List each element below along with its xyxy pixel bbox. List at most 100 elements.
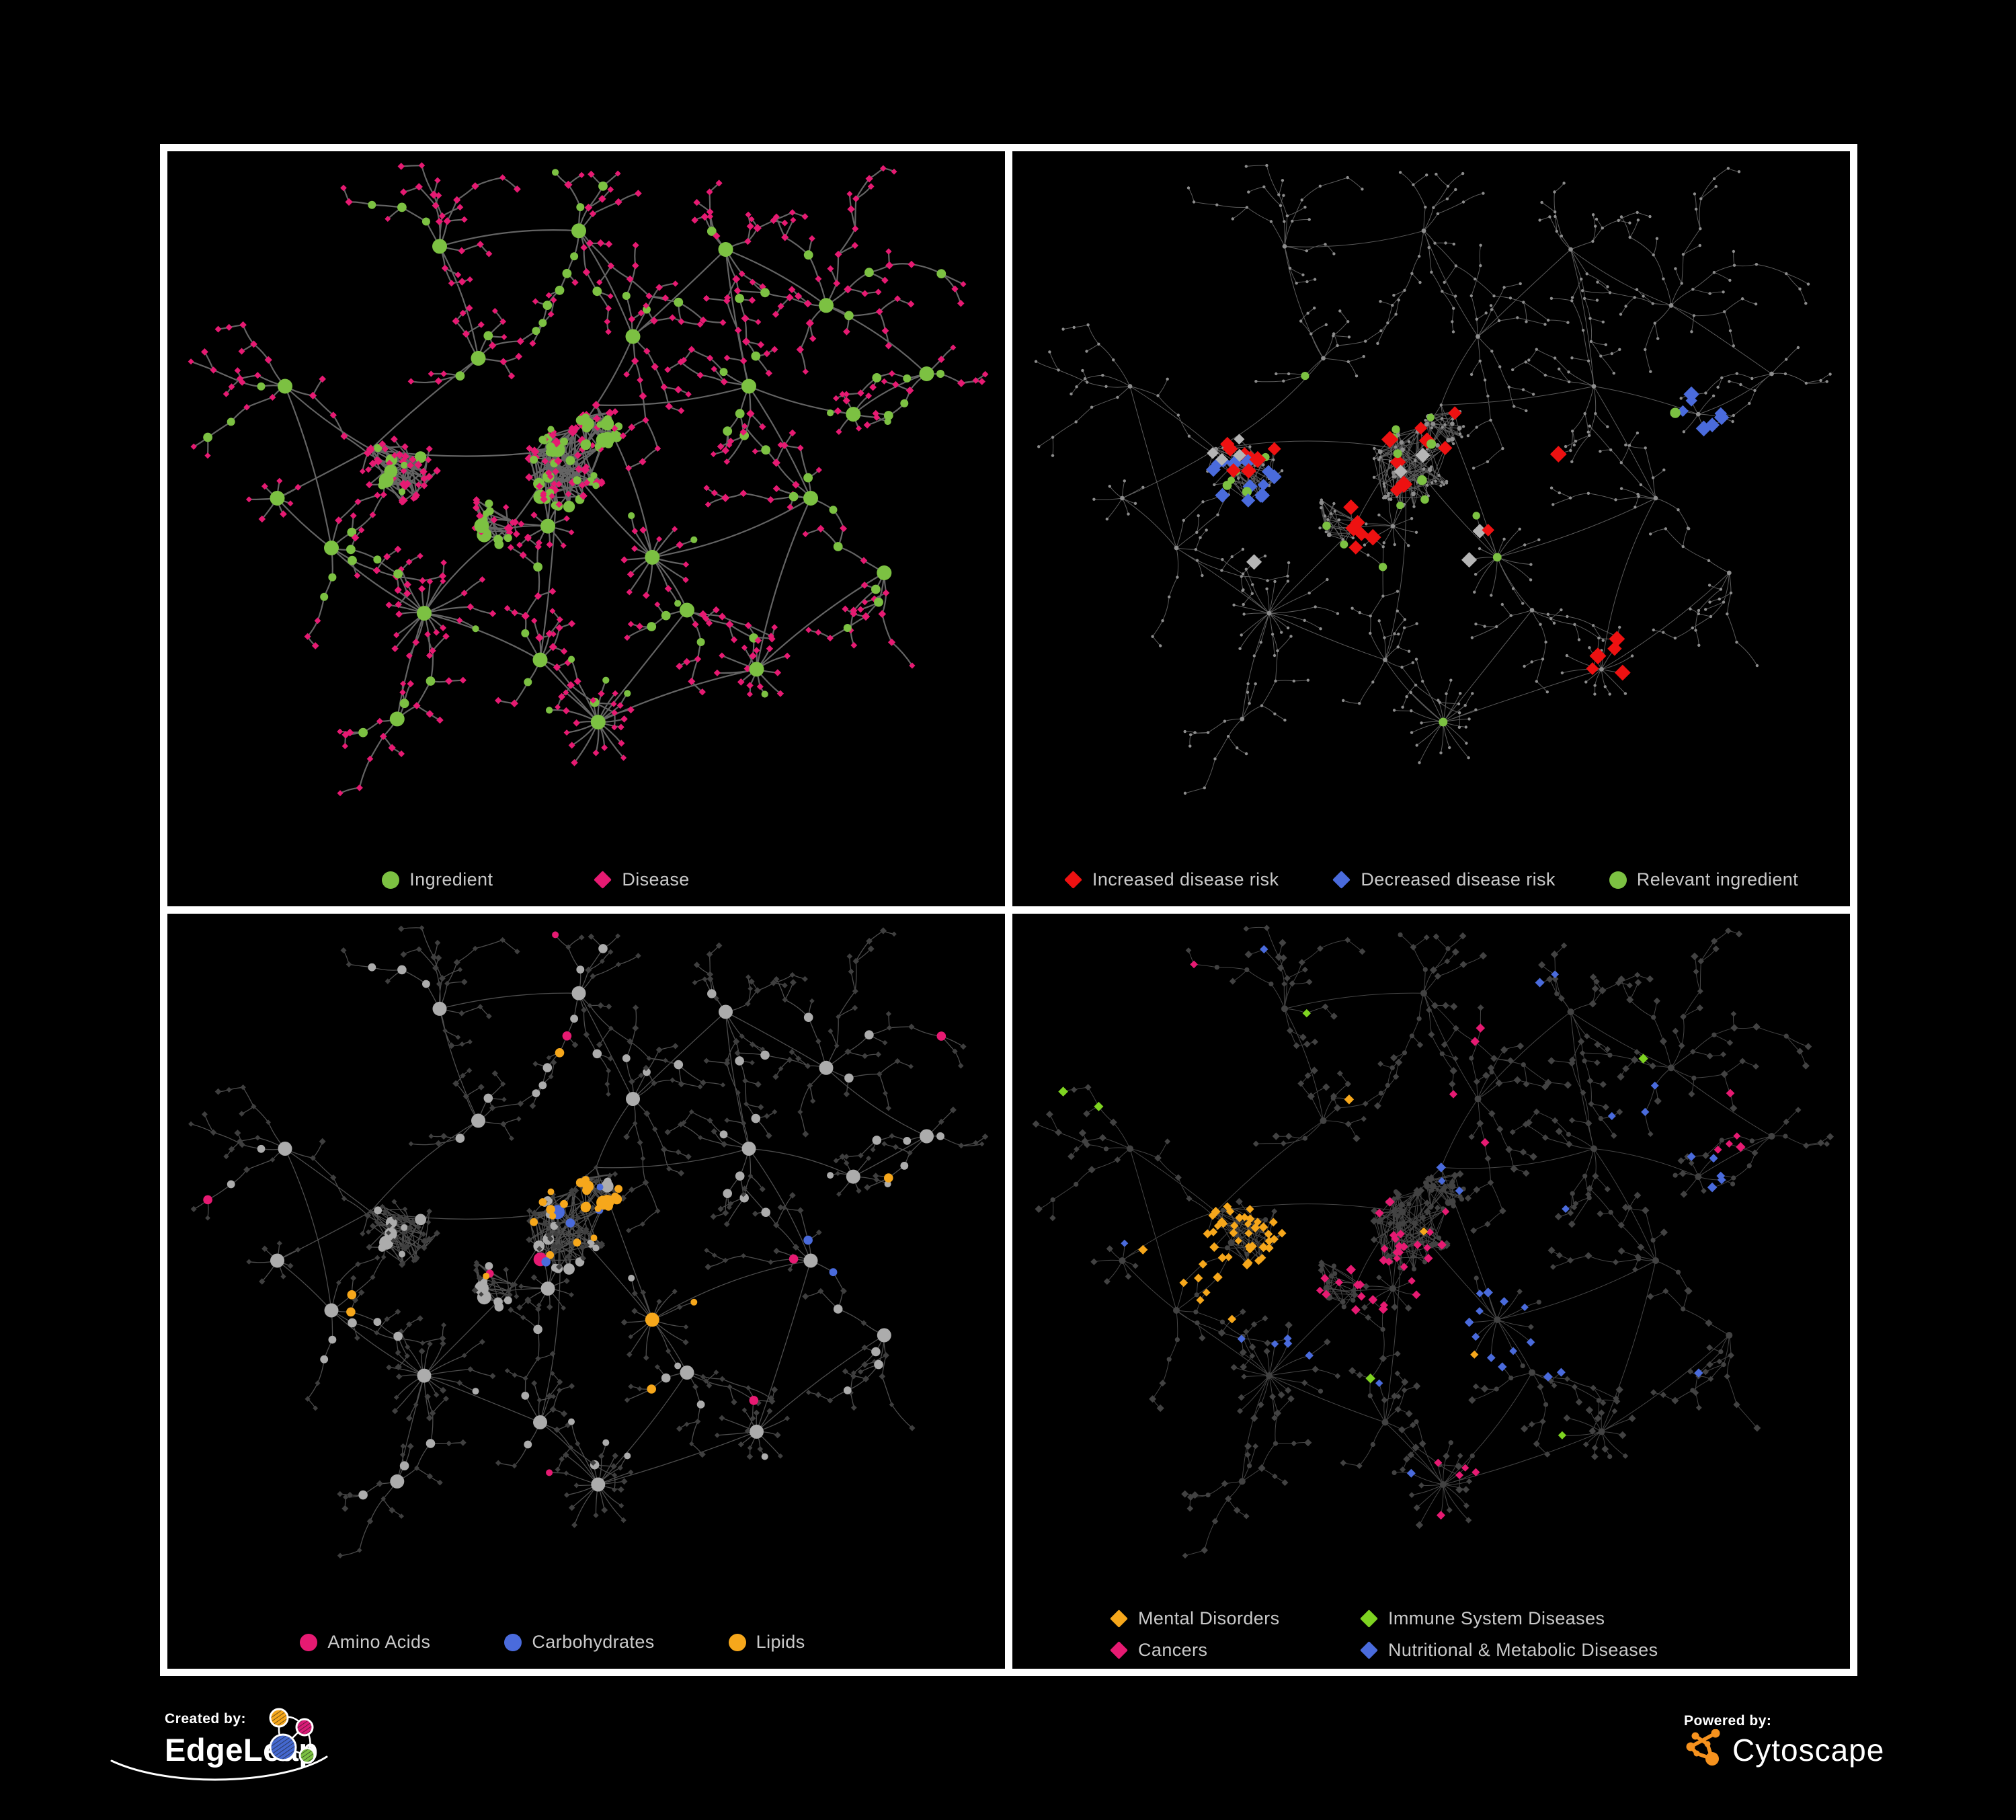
legend-item-ingredient: Ingredient — [382, 869, 493, 890]
disease-node — [852, 988, 858, 994]
ingredient-node — [1332, 252, 1336, 255]
ingredient-node — [1422, 1259, 1428, 1265]
disease-node — [1281, 981, 1287, 987]
ingredient-node — [1753, 389, 1757, 392]
disease-node — [1394, 1350, 1401, 1357]
disease-node — [1634, 1049, 1640, 1056]
disease-node — [693, 961, 700, 968]
ingredient-node — [1586, 491, 1590, 495]
disease-node — [892, 381, 899, 389]
ingredient-node — [1543, 373, 1547, 377]
disease-node — [802, 1130, 809, 1138]
disease-node — [1535, 978, 1545, 988]
disease-node — [225, 323, 233, 331]
disease-node — [555, 624, 563, 632]
disease-node — [605, 240, 613, 248]
ingredient-node — [524, 1440, 532, 1449]
disease-node — [1599, 1080, 1607, 1089]
disease-node — [745, 1385, 751, 1391]
disease-node — [341, 1195, 347, 1201]
disease-node — [631, 357, 639, 365]
disease-node — [1415, 1521, 1424, 1529]
ingredient-node — [602, 1439, 610, 1446]
disease-node — [1687, 1368, 1694, 1375]
disease-node — [405, 1415, 413, 1422]
disease-node — [472, 945, 478, 951]
disease-node — [1462, 1486, 1469, 1493]
ingredient-node — [1123, 479, 1126, 483]
ingredient-node — [1415, 744, 1418, 747]
disease-node — [834, 250, 842, 258]
disease-node — [1046, 1111, 1053, 1118]
ingredient-node — [1105, 517, 1108, 521]
disease-node — [1394, 1370, 1401, 1376]
ingredient-node — [1241, 572, 1245, 576]
disease-node — [858, 1152, 864, 1158]
disease-node — [833, 395, 840, 401]
legend-item-nutritional-metabolic-diseases: Nutritional & Metabolic Diseases — [1360, 1640, 1658, 1661]
disease-node — [871, 595, 879, 603]
disease-node — [1412, 1443, 1420, 1452]
ingredient-node — [1593, 693, 1597, 696]
ingredient-node — [374, 1206, 382, 1215]
disease-node — [1154, 1154, 1162, 1162]
disease-node — [875, 308, 883, 315]
disease-node — [1707, 1182, 1718, 1193]
ingredient-node — [1636, 492, 1640, 496]
disease-node — [434, 939, 441, 946]
ingredient-node — [1796, 346, 1800, 350]
ingredient-node — [1445, 197, 1449, 200]
disease-node — [735, 1090, 741, 1096]
disease-node — [881, 276, 889, 284]
disease-node — [551, 1191, 556, 1197]
disease-node — [706, 1382, 713, 1389]
ingredient-node — [1346, 320, 1350, 323]
ingredient-node — [1554, 356, 1557, 360]
disease-node — [611, 408, 619, 416]
ingredient-node — [803, 473, 813, 483]
disease-node — [503, 604, 511, 612]
ingredient-node — [1266, 579, 1269, 582]
disease-node — [587, 1002, 593, 1008]
disease-node — [565, 1253, 572, 1260]
disease-node — [558, 693, 566, 701]
disease-node — [457, 967, 463, 972]
disease-node — [1437, 1511, 1445, 1520]
disease-node — [717, 442, 725, 450]
ingredient-node — [1426, 483, 1429, 487]
ingredient-node — [871, 1347, 881, 1357]
ingredient-node — [1544, 640, 1547, 644]
ingredient-node — [1749, 1138, 1755, 1144]
disease-node — [280, 510, 287, 518]
disease-node — [426, 1236, 433, 1243]
ingredient-node — [483, 510, 490, 518]
disease-node — [1566, 1140, 1573, 1148]
ingredient-node — [1536, 1300, 1541, 1305]
ingredient-node — [1265, 163, 1268, 167]
ingredient-node — [1601, 227, 1604, 230]
ingredient-node — [1214, 965, 1219, 970]
ingredient-node — [1318, 526, 1322, 530]
disease-node — [836, 428, 842, 435]
ingredient-node — [1446, 184, 1450, 188]
ingredient-node — [1538, 219, 1541, 222]
ingredient-node — [1332, 1271, 1338, 1276]
ingredient-node — [1535, 680, 1538, 683]
ingredient-node — [324, 541, 339, 555]
disease-node — [1081, 1137, 1089, 1145]
ingredient-node — [1254, 380, 1258, 383]
disease-node — [772, 1109, 778, 1115]
ingredient-node — [538, 1198, 547, 1206]
ingredient-node — [1662, 277, 1665, 280]
ingredient-node — [1444, 241, 1447, 245]
ingredient-node — [1570, 356, 1574, 360]
ingredient-node — [1411, 491, 1416, 497]
disease-node — [703, 1058, 710, 1064]
disease-node — [476, 1275, 483, 1282]
ingredient-node — [1691, 626, 1694, 630]
disease-node — [214, 1088, 222, 1095]
ingredient-node — [1104, 385, 1108, 388]
disease-node — [851, 241, 858, 249]
ingredient-node — [1332, 334, 1335, 338]
disease-node — [1547, 1247, 1556, 1255]
